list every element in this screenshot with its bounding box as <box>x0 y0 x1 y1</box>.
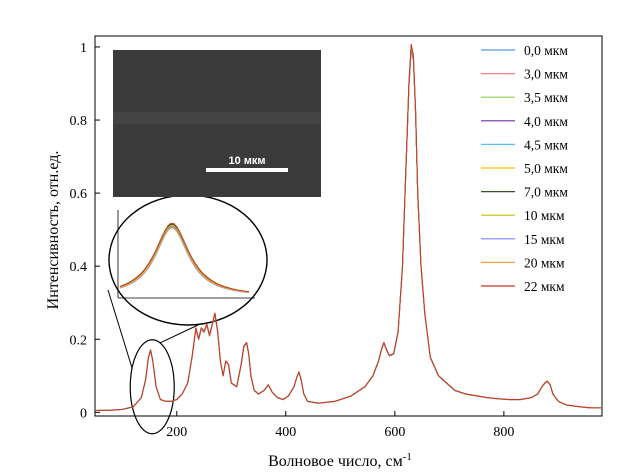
legend-entry: 5,0 мкм <box>524 161 568 176</box>
microscope-image-band <box>113 112 321 124</box>
plot-frame <box>94 35 603 417</box>
legend-entry: 22 мкм <box>524 279 565 294</box>
legend-entry: 7,0 мкм <box>524 185 568 200</box>
scalebar <box>206 168 288 172</box>
zoom-region-ellipse <box>129 339 175 435</box>
zoom-inset-series-line <box>119 227 250 293</box>
zoom-connector-line <box>160 324 199 344</box>
zoom-connector-line <box>107 289 133 369</box>
spectrum-lines <box>94 43 602 411</box>
x-tick-label: 600 <box>384 425 405 440</box>
scalebar-label: 10 мкм <box>228 155 265 167</box>
legend-entry: 10 мкм <box>524 208 565 223</box>
y-tick-label: 0.6 <box>70 187 88 202</box>
legend-entry: 4,0 мкм <box>524 114 568 129</box>
y-tick-label: 1 <box>80 41 87 56</box>
x-axis-label-sup: -1 <box>403 451 412 463</box>
legend-entry: 20 мкм <box>524 255 565 270</box>
legend-entry: 4,5 мкм <box>524 137 568 152</box>
y-axis-label: Интенсивность, отн.ед. <box>45 151 62 310</box>
y-tick-label: 0.8 <box>70 114 88 129</box>
zoom-inset-ellipse <box>108 194 268 326</box>
y-tick-label: 0.4 <box>70 260 88 275</box>
legend-entry: 3,0 мкм <box>524 67 568 82</box>
zoom-inset <box>107 194 268 435</box>
legend: 0,0 мкм 3,0 мкм 3,5 мкм 4,0 мкм 4,5 мкм 5,0 м… <box>481 43 568 294</box>
legend-entry: 0,0 мкм <box>524 43 568 58</box>
legend-entry: 3,5 мкм <box>524 90 568 105</box>
x-axis-label: Волновое число, см-1 <box>268 451 412 470</box>
y-tick-label: 0.2 <box>70 333 88 348</box>
axes: 200 400 600 800 0 0.2 0.4 0.6 0.8 1 <box>70 35 603 440</box>
zoom-inset-series-line <box>119 222 250 293</box>
x-tick-label: 200 <box>166 425 187 440</box>
y-tick-label: 0 <box>80 406 87 421</box>
x-tick-label: 400 <box>275 425 296 440</box>
axis-labels: Волновое число, см-1 Интенсивность, отн.… <box>45 151 412 470</box>
microscope-image-inset: 10 мкм <box>113 50 321 197</box>
legend-entry: 15 мкм <box>524 232 565 247</box>
series-line <box>94 43 602 411</box>
x-tick-label: 800 <box>493 425 514 440</box>
